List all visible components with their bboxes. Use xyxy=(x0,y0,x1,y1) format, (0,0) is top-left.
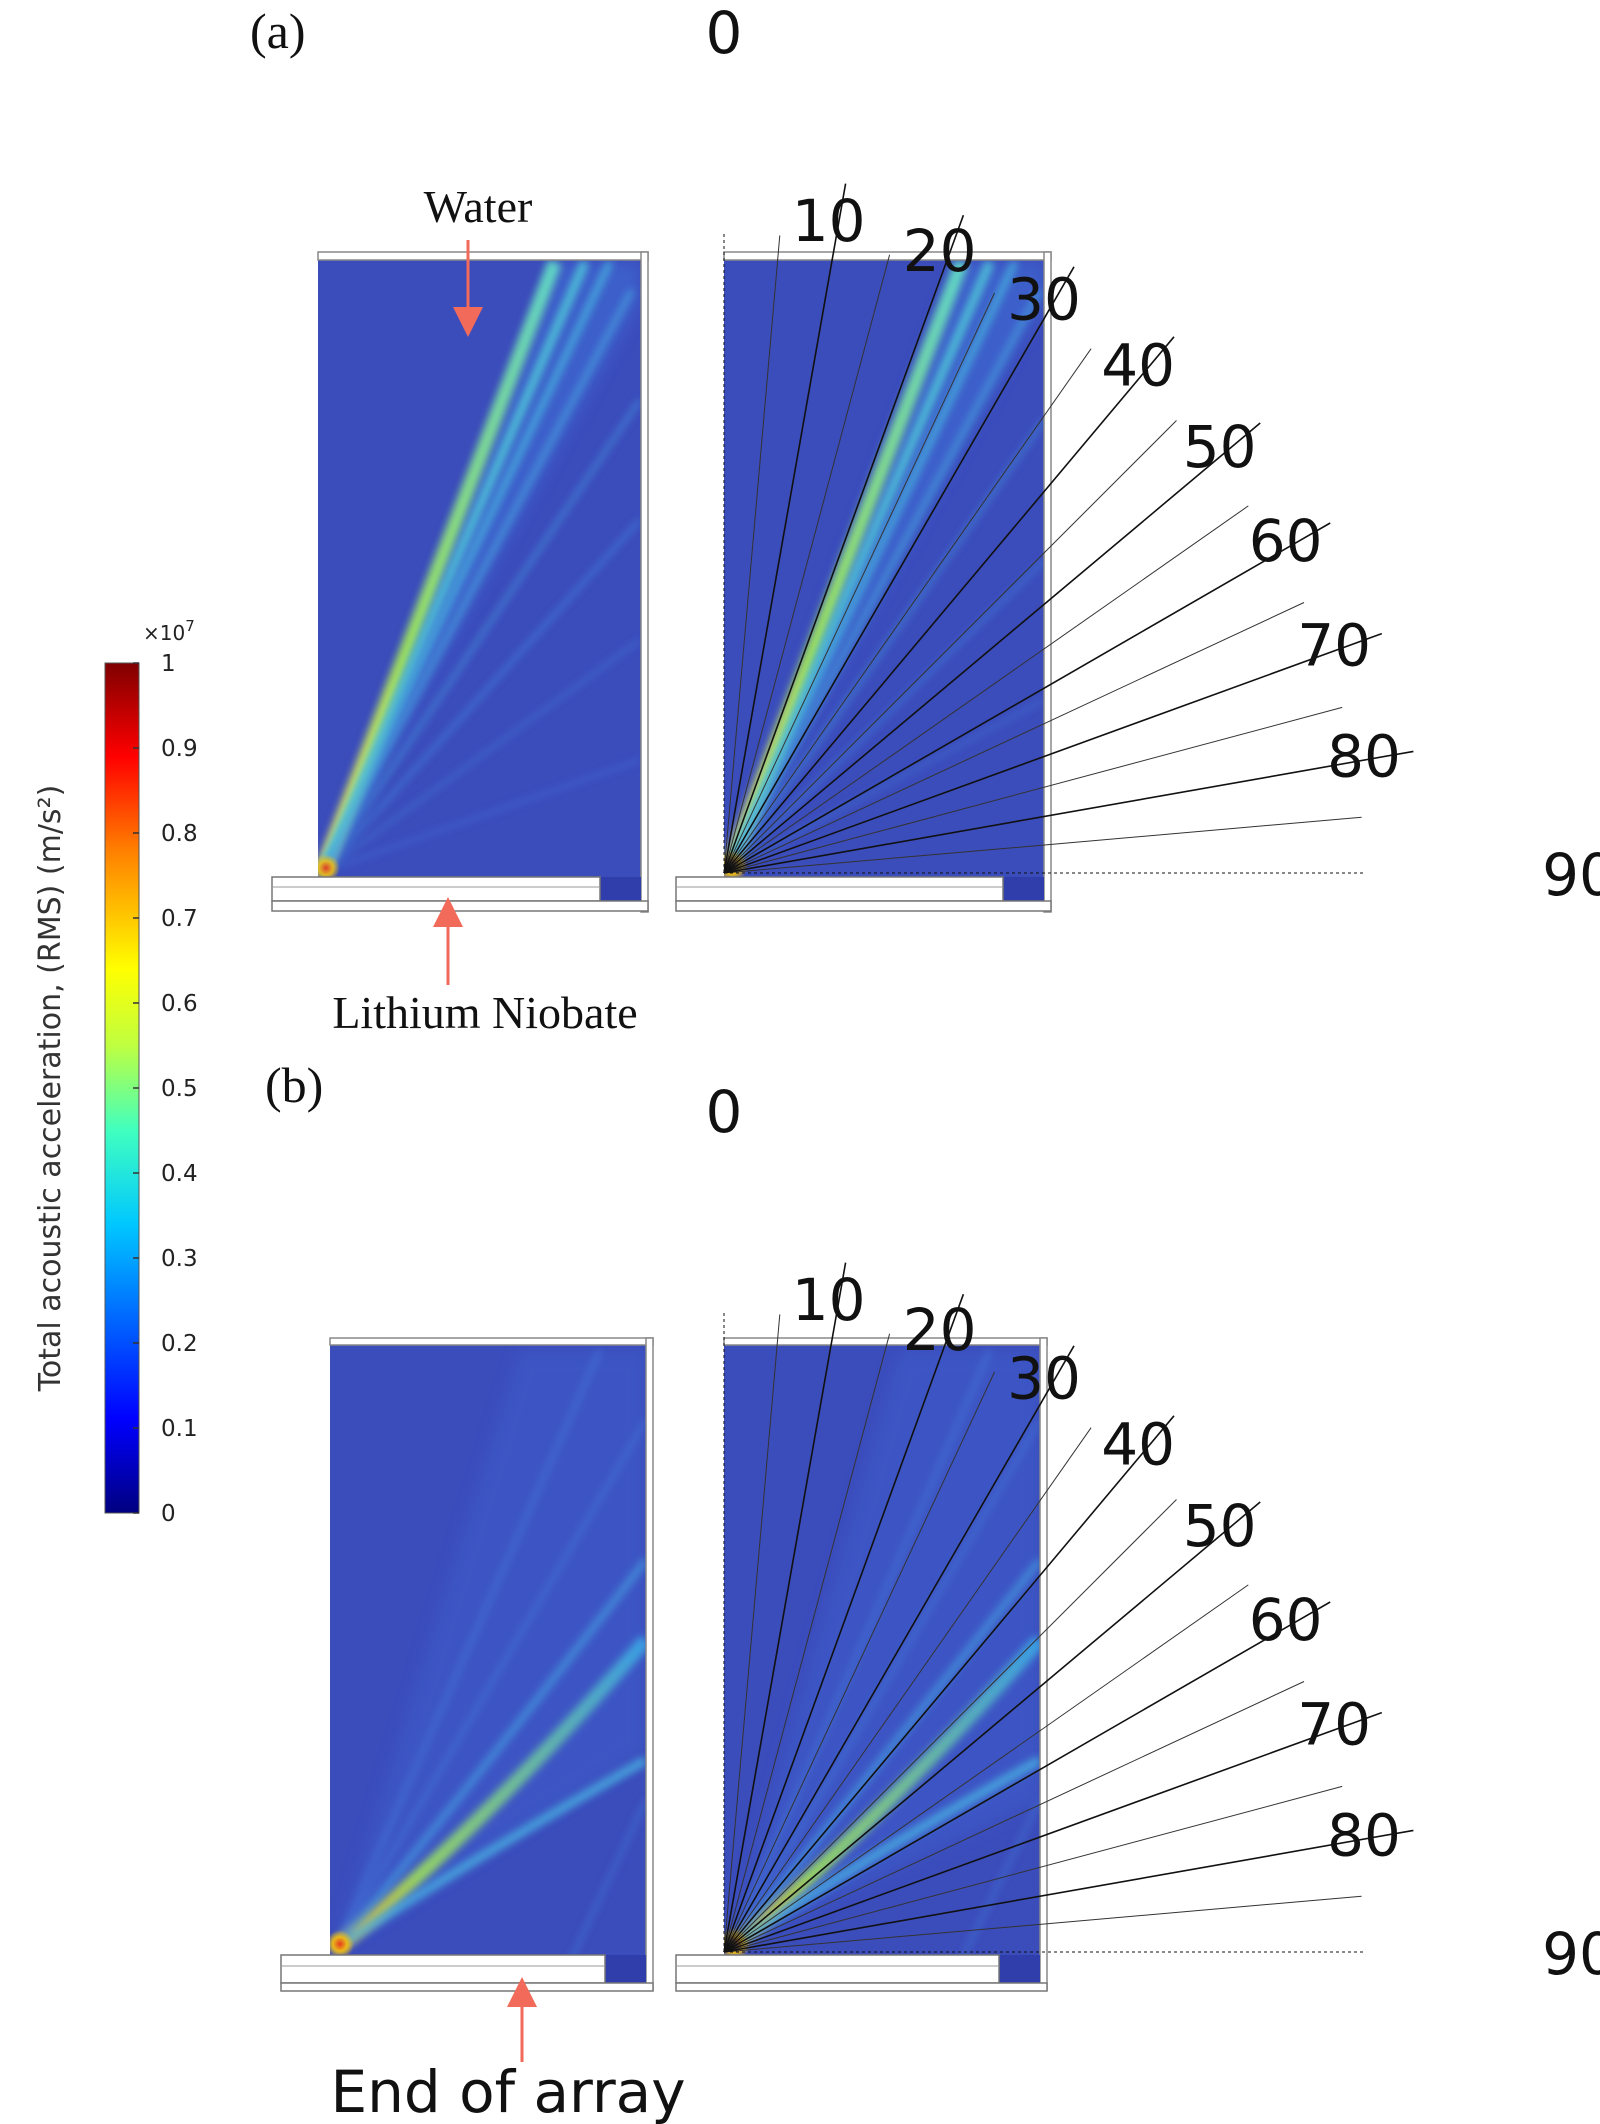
panel-b-angle-ray-30 xyxy=(723,1345,1075,1953)
colorbar: ×107 1 0.9 0.8 0.7 0.6 0.5 0.4 0.3 0.2 0.1 0 Total… xyxy=(33,617,198,1527)
panel-a-angle-label-60: 60 xyxy=(1249,507,1323,575)
panel-b-angle-label-70: 70 xyxy=(1297,1690,1371,1758)
end-of-array-label: End of array xyxy=(330,2058,685,2124)
panel-a-angle-label-80: 80 xyxy=(1327,722,1401,790)
panel-a-angle-label-30: 30 xyxy=(1007,265,1081,333)
panel-a-angle-ray-50 xyxy=(723,422,1261,874)
panel-a-angle-label-20: 20 xyxy=(903,217,977,285)
panel-b-angle-label-20: 20 xyxy=(903,1296,977,1364)
colorbar-tick-label: 0.9 xyxy=(161,736,198,762)
panel-b-angle-ray-60 xyxy=(723,1601,1331,1953)
lithium-niobate-label: Lithium Niobate xyxy=(332,987,637,1038)
panel-b-angle-label-30: 30 xyxy=(1007,1344,1081,1412)
colorbar-tick-label: 0.2 xyxy=(161,1331,198,1357)
panel-a-angle-label-70: 70 xyxy=(1297,611,1371,679)
panel-b-angle-label-60: 60 xyxy=(1249,1586,1323,1654)
panel-a-minor-angle-ray xyxy=(723,235,781,874)
panel-a-angle-label-50: 50 xyxy=(1183,413,1257,481)
colorbar-ticks: 1 0.9 0.8 0.7 0.6 0.5 0.4 0.3 0.2 0.1 0 xyxy=(133,651,198,1527)
colorbar-tick-label: 0.4 xyxy=(161,1161,198,1187)
panel-a-angle-ray-60 xyxy=(723,522,1331,874)
panel-b-minor-angle-ray xyxy=(723,1371,995,1953)
panel-b-minor-angle-ray xyxy=(723,1314,781,1953)
panel-b: (b) xyxy=(265,1057,1600,2124)
panel-a: (a) xyxy=(250,0,1600,1038)
colorbar-tick-label: 0.3 xyxy=(161,1246,198,1272)
panel-a-angle-ray-40 xyxy=(723,336,1175,874)
panel-a-minor-angle-ray xyxy=(723,292,995,874)
water-label: Water xyxy=(424,181,533,232)
panel-a-minor-angle-ray xyxy=(723,505,1249,874)
panel-b-minor-angle-ray xyxy=(723,1681,1305,1953)
panel-a-minor-angle-ray xyxy=(723,816,1362,874)
panel-a-minor-angle-ray xyxy=(723,420,1177,874)
panel-a-angle-ray-10 xyxy=(723,183,847,874)
panel-a-angle-ray-30 xyxy=(723,266,1075,874)
panel-b-minor-angle-ray xyxy=(723,1895,1362,1953)
panel-a-minor-angle-ray xyxy=(723,254,891,874)
colorbar-tick-label: 0.6 xyxy=(161,991,198,1017)
panel-a-right-substrate xyxy=(675,876,1004,902)
panel-b-angle-label-80: 80 xyxy=(1327,1801,1401,1869)
panel-a-minor-angle-ray xyxy=(723,348,1092,874)
panel-b-left-substrate xyxy=(280,1954,606,1984)
panel-b-angle-ray-10 xyxy=(723,1262,847,1953)
panel-b-minor-angle-ray xyxy=(723,1333,891,1953)
panel-a-right-field xyxy=(675,251,1052,913)
panel-b-angle-ray-20 xyxy=(723,1293,965,1953)
panel-a-angle-label-0: 0 xyxy=(706,0,743,67)
panel-b-angle-ray-40 xyxy=(723,1415,1175,1953)
panel-b-angle-label-10: 10 xyxy=(792,1266,866,1334)
panel-a-angle-ray-80 xyxy=(723,750,1414,874)
colorbar-tick-label: 0 xyxy=(161,1501,176,1527)
panel-a-minor-angle-ray xyxy=(723,706,1343,874)
panel-b-angle-ray-80 xyxy=(723,1829,1414,1953)
panel-b-minor-angle-ray xyxy=(723,1427,1092,1953)
panel-a-angle-label-10: 10 xyxy=(792,187,866,255)
panel-b-angle-label-50: 50 xyxy=(1183,1492,1257,1560)
colorbar-tick-label: 0.5 xyxy=(161,1076,198,1102)
panel-b-angle-label-40: 40 xyxy=(1101,1410,1175,1478)
panel-b-minor-angle-ray xyxy=(723,1785,1343,1953)
colorbar-tick-label: 0.8 xyxy=(161,821,198,847)
panel-b-angle-label-0: 0 xyxy=(706,1078,743,1146)
panel-b-minor-angle-ray xyxy=(723,1584,1249,1953)
panel-b-angle-label-90: 90 xyxy=(1542,1920,1600,1988)
panel-b-angle-ray-70 xyxy=(723,1711,1383,1953)
panel-b-angle-ray-50 xyxy=(723,1501,1261,1953)
colorbar-tick-label: 0.7 xyxy=(161,906,198,932)
panel-a-angle-label-40: 40 xyxy=(1101,331,1175,399)
panel-b-right-field xyxy=(675,1337,1048,1992)
panel-b-left-field xyxy=(280,1337,654,1992)
panel-b-minor-angle-ray xyxy=(723,1499,1177,1953)
panel-a-label: (a) xyxy=(250,3,306,59)
panel-a-angle-ray-70 xyxy=(723,632,1383,874)
panel-a-angle-ray-20 xyxy=(723,214,965,874)
colorbar-exponent: ×107 xyxy=(143,617,195,645)
panel-b-right-substrate xyxy=(675,1954,1000,1984)
colorbar-tick-label: 1 xyxy=(161,651,176,677)
colorbar-tick-label: 0.1 xyxy=(161,1416,198,1442)
panel-a-angle-label-90: 90 xyxy=(1542,841,1600,909)
panel-a-left-field xyxy=(271,251,649,913)
panel-b-label: (b) xyxy=(265,1057,323,1113)
panel-a-minor-angle-ray xyxy=(723,602,1305,874)
colorbar-title: Total acoustic acceleration, (RMS) (m/s²… xyxy=(33,785,68,1393)
panel-a-left-substrate xyxy=(271,876,601,902)
